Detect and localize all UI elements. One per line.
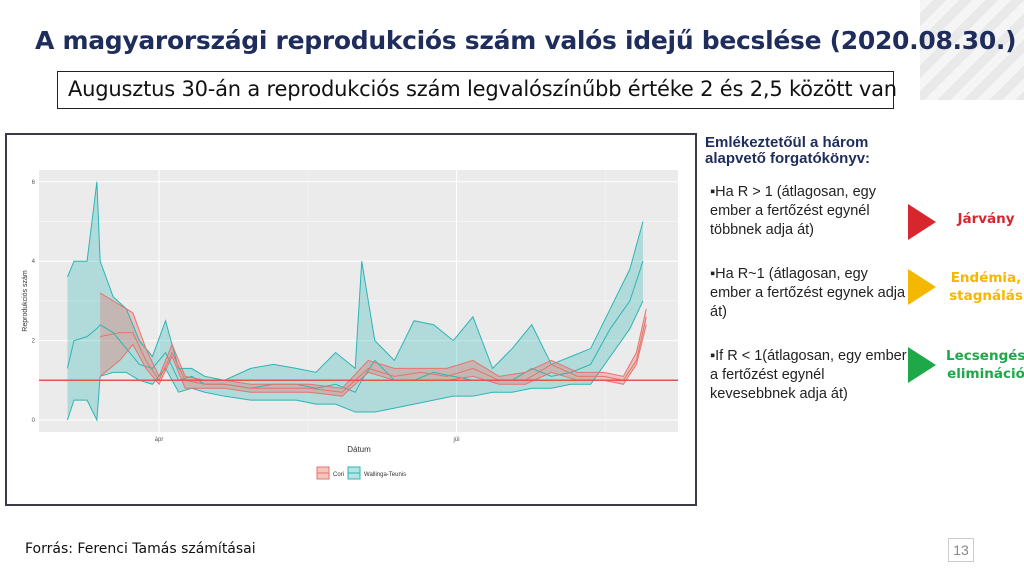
scenario-result-1: Járvány (957, 211, 1015, 227)
source-note: Forrás: Ferenci Tamás számításai (25, 541, 256, 557)
slide-title: A magyarországi reprodukciós szám valós … (35, 26, 1017, 55)
triangle-red-icon (908, 204, 936, 240)
triangle-yellow-icon (908, 269, 936, 305)
scenario-result-3: Lecsengés, elimináció (946, 348, 1024, 382)
legend: Cori Wallinga-Teunis (316, 466, 406, 480)
legend-label-wallinga: Wallinga-Teunis (364, 472, 406, 478)
y-tick-label: 4 (32, 259, 36, 265)
panel-title: Emlékeztetőül a három alapvető forgatókö… (705, 134, 871, 167)
y-tick-label: 6 (32, 180, 36, 186)
x-tick-label: júl (453, 437, 460, 443)
x-axis-title: Dátum (347, 445, 371, 454)
upper-line-wallinga-teunis (66, 181, 644, 381)
y-axis-title: Reprodukciós szám (22, 270, 29, 332)
r-estimate-chart: ápr júl 0 2 4 6 Dátum Reprodukciós szám Cori … (22, 170, 678, 480)
chart-frame: ápr júl 0 2 4 6 Dátum Reprodukciós szám Cori … (5, 133, 697, 506)
decorative-pattern (920, 0, 1024, 100)
x-tick-label: ápr (155, 437, 164, 443)
scenario-result-2: Endémia, stagnálás (949, 270, 1023, 304)
upper-line-cori (99, 292, 647, 389)
scenario-text-3: ▪If R < 1(átlagosan, egy ember a fertőzé… (710, 348, 907, 402)
triangle-green-icon (908, 347, 936, 383)
y-tick-label: 2 (32, 339, 36, 345)
scenario-text-2: ▪Ha R~1 (átlagosan, egy ember a fertőzés… (710, 266, 906, 320)
y-tick-label: 0 (32, 418, 36, 424)
page-number: 13 (948, 538, 974, 562)
scenario-panel: Emlékeztetőül a három alapvető forgatókö… (704, 134, 1024, 403)
legend-label-cori: Cori (333, 472, 344, 478)
ci-band-wallinga-teunis (67, 181, 643, 420)
lower-line-wallinga-teunis (66, 300, 644, 422)
slide-subtitle: Augusztus 30-án a reprodukciós szám legv… (57, 71, 897, 109)
scenario-text-1: ▪Ha R > 1 (átlagosan, egy ember a fertőz… (710, 184, 876, 238)
